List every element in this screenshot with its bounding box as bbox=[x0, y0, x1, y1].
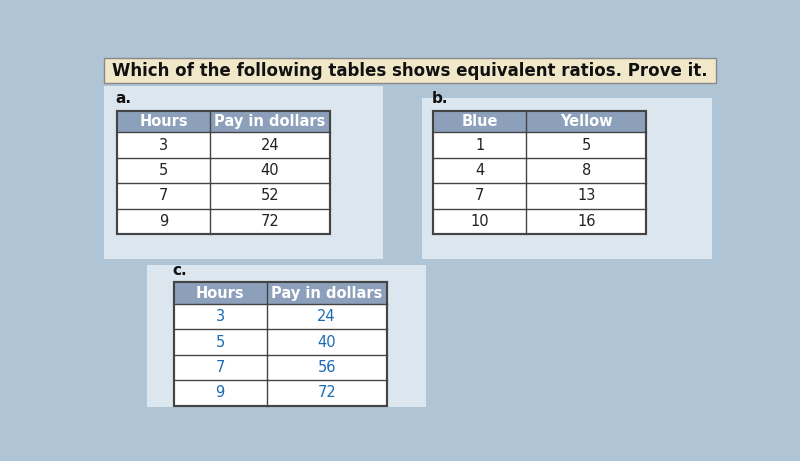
Text: 13: 13 bbox=[577, 189, 595, 203]
Text: 3: 3 bbox=[215, 309, 225, 324]
FancyBboxPatch shape bbox=[434, 111, 646, 234]
Text: b.: b. bbox=[432, 91, 448, 106]
Text: 8: 8 bbox=[582, 163, 591, 178]
Text: 16: 16 bbox=[577, 214, 595, 229]
Text: Hours: Hours bbox=[139, 114, 188, 129]
Text: 3: 3 bbox=[159, 137, 168, 153]
FancyBboxPatch shape bbox=[146, 265, 426, 407]
Text: 72: 72 bbox=[318, 385, 336, 401]
Text: 9: 9 bbox=[159, 214, 168, 229]
FancyBboxPatch shape bbox=[117, 111, 330, 132]
Text: Pay in dollars: Pay in dollars bbox=[214, 114, 326, 129]
FancyBboxPatch shape bbox=[104, 59, 716, 83]
Text: 24: 24 bbox=[261, 137, 279, 153]
FancyBboxPatch shape bbox=[434, 111, 646, 132]
Text: 72: 72 bbox=[261, 214, 279, 229]
FancyBboxPatch shape bbox=[117, 111, 330, 234]
Text: 9: 9 bbox=[215, 385, 225, 401]
Text: 52: 52 bbox=[261, 189, 279, 203]
Text: 56: 56 bbox=[318, 360, 336, 375]
FancyBboxPatch shape bbox=[422, 98, 712, 260]
FancyBboxPatch shape bbox=[174, 283, 386, 406]
Text: 7: 7 bbox=[159, 189, 168, 203]
Text: 5: 5 bbox=[582, 137, 591, 153]
FancyBboxPatch shape bbox=[104, 86, 383, 260]
Text: 4: 4 bbox=[475, 163, 484, 178]
Text: 7: 7 bbox=[475, 189, 485, 203]
Text: 40: 40 bbox=[318, 335, 336, 349]
Text: Hours: Hours bbox=[196, 286, 245, 301]
Text: Blue: Blue bbox=[462, 114, 498, 129]
Text: Pay in dollars: Pay in dollars bbox=[271, 286, 382, 301]
Text: 10: 10 bbox=[470, 214, 489, 229]
Text: Which of the following tables shows equivalent ratios. Prove it.: Which of the following tables shows equi… bbox=[112, 62, 707, 80]
Text: 5: 5 bbox=[159, 163, 168, 178]
FancyBboxPatch shape bbox=[174, 283, 386, 304]
Text: 40: 40 bbox=[261, 163, 279, 178]
Text: a.: a. bbox=[115, 91, 131, 106]
Text: 5: 5 bbox=[215, 335, 225, 349]
Text: 7: 7 bbox=[215, 360, 225, 375]
Text: 24: 24 bbox=[318, 309, 336, 324]
Text: Yellow: Yellow bbox=[560, 114, 613, 129]
Text: c.: c. bbox=[172, 263, 186, 278]
Text: 1: 1 bbox=[475, 137, 484, 153]
